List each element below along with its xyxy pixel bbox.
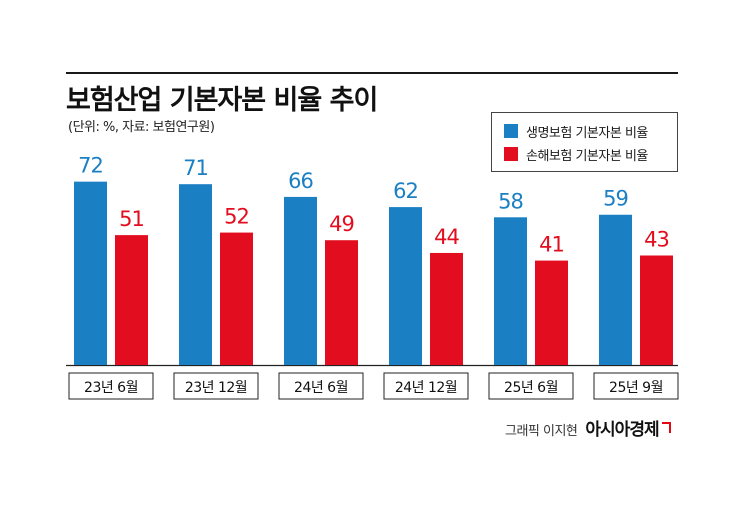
legend-item-life: 생명보험 기본자본 비율: [504, 121, 648, 141]
category-label-0: 23년 6월: [84, 380, 138, 396]
legend-swatch-nonlife: [504, 147, 518, 161]
bar-nonlife-2: [325, 240, 358, 365]
data-label-nonlife-3: 44: [434, 225, 459, 249]
data-label-nonlife-1: 52: [224, 205, 249, 229]
legend-label-life: 생명보험 기본자본 비율: [526, 125, 648, 141]
category-label-3: 24년 12월: [395, 380, 457, 396]
bar-nonlife-3: [430, 252, 463, 365]
brand-name: 아시아경제: [585, 420, 659, 440]
bar-life-2: [284, 196, 317, 365]
data-label-life-1: 71: [183, 156, 208, 180]
data-label-life-4: 58: [498, 189, 523, 213]
legend-label-nonlife: 손해보험 기본자본 비율: [526, 148, 648, 164]
data-label-nonlife-2: 49: [329, 212, 354, 236]
title-rule: [66, 72, 678, 74]
credit-text: 그래픽 이지현: [505, 424, 578, 439]
legend: 생명보험 기본자본 비율 손해보험 기본자본 비율: [491, 112, 678, 172]
data-label-nonlife-5: 43: [644, 227, 669, 251]
legend-item-nonlife: 손해보험 기본자본 비율: [504, 144, 648, 164]
data-label-nonlife-4: 41: [539, 233, 564, 257]
category-label-box-2: [278, 372, 364, 400]
brand-logo-icon: [661, 422, 671, 433]
category-label-box-3: [383, 372, 469, 400]
bar-life-0: [74, 181, 107, 365]
category-label-box-4: [488, 372, 574, 400]
legend-swatch-life: [504, 124, 518, 138]
data-label-life-5: 59: [603, 187, 628, 211]
category-label-5: 25년 9월: [609, 380, 663, 396]
bar-life-4: [494, 217, 527, 365]
bar-nonlife-1: [220, 232, 253, 365]
category-label-box-5: [593, 372, 679, 400]
data-label-nonlife-0: 51: [119, 207, 144, 231]
category-label-2: 24년 6월: [294, 380, 348, 396]
bar-life-5: [599, 214, 632, 365]
data-label-life-3: 62: [393, 179, 418, 203]
category-label-4: 25년 6월: [504, 380, 558, 396]
category-label-box-0: [68, 372, 154, 400]
chart-title: 보험산업 기본자본 비율 추이: [66, 85, 378, 116]
bar-life-1: [179, 184, 212, 365]
data-label-life-0: 72: [78, 154, 103, 178]
category-label-1: 23년 12월: [185, 380, 247, 396]
category-label-box-1: [173, 372, 259, 400]
data-label-life-2: 66: [288, 169, 313, 193]
credit: 그래픽 이지현 아시아경제: [505, 415, 671, 440]
bar-nonlife-0: [115, 235, 148, 365]
bar-life-3: [389, 207, 422, 365]
chart-subtitle: (단위: %, 자료: 보험연구원): [68, 120, 215, 135]
bar-nonlife-5: [640, 255, 673, 365]
bar-nonlife-4: [535, 260, 568, 365]
